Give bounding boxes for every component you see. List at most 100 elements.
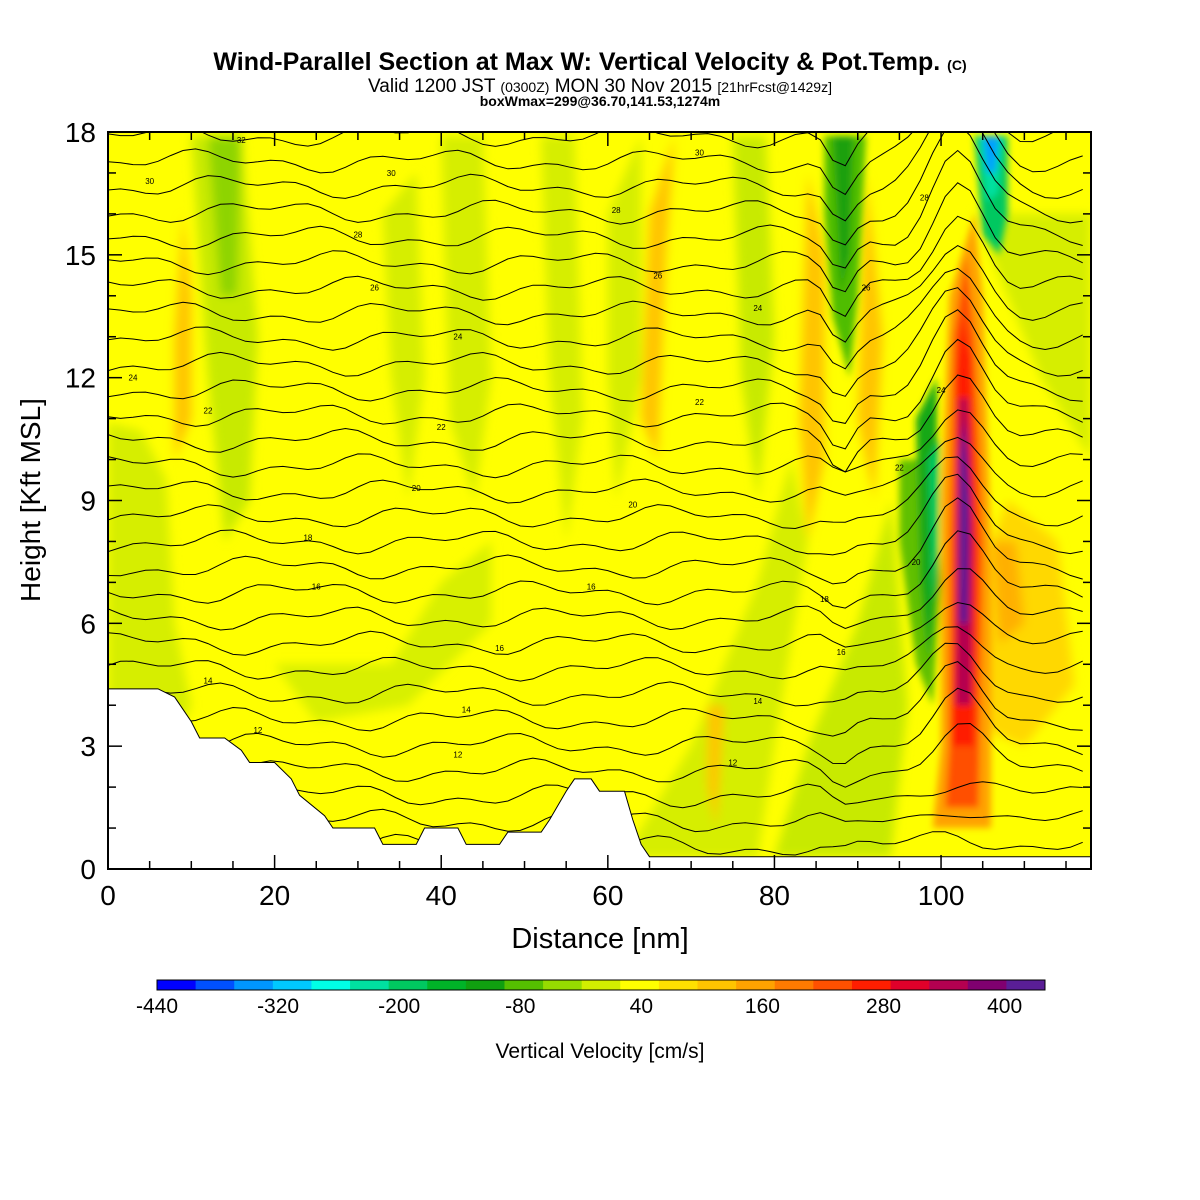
colorbar (156, 979, 1046, 991)
y-tick-label: 15 (65, 240, 96, 271)
y-axis-label: Height [Kft MSL] (15, 398, 46, 602)
colorbar-swatch (697, 980, 737, 990)
contour-label: 20 (912, 558, 921, 567)
axis-ticks (107, 131, 1091, 870)
theta-contour (108, 182, 1083, 293)
contour-label: 22 (695, 398, 704, 407)
theta-contour (108, 497, 1083, 585)
theta-contour (108, 601, 1083, 656)
contour-label: 12 (728, 759, 737, 768)
contour-label: 12 (453, 750, 462, 759)
contour-label: 16 (837, 648, 846, 657)
colorbar-swatch (813, 980, 853, 990)
contour-label: 16 (495, 644, 504, 653)
theta-contour (108, 473, 1083, 556)
colorbar-tick-label: 280 (866, 995, 901, 1018)
contour-label: 24 (129, 374, 138, 383)
contour-label: 28 (353, 230, 362, 239)
colorbar-swatch (543, 980, 583, 990)
field-weak-sink (191, 136, 258, 542)
field-weak-sink (274, 541, 492, 722)
theta-contour (108, 374, 1083, 473)
theta-contour (108, 132, 1083, 222)
contour-label: 20 (628, 501, 637, 510)
y-tick-label: 0 (80, 854, 96, 885)
field-weak-rise (707, 705, 725, 829)
theta-contour (108, 661, 1083, 737)
field-downdraft (982, 136, 1000, 173)
colorbar-swatch (195, 980, 235, 990)
contour-label: 26 (653, 271, 662, 280)
colorbar-swatch (736, 980, 776, 990)
theta-contour (108, 530, 1083, 609)
x-tick-label: 100 (918, 880, 965, 911)
colorbar-swatch (504, 980, 544, 990)
contour-label: 20 (412, 484, 421, 493)
contour-label: 16 (587, 582, 596, 591)
colorbar-tick-label: 160 (745, 995, 780, 1018)
x-axis-label: Distance [nm] (511, 923, 688, 955)
colorbar-tick-label: 40 (630, 995, 653, 1018)
y-tick-label: 9 (80, 486, 96, 517)
colorbar-tick-label: 400 (987, 995, 1022, 1018)
potential-temperature-contours: 12 12 12 14 14 14 16 16 16 16 18 18 20 20 20 22 22 22 22 24… (108, 132, 1083, 859)
contour-label: 12 (253, 726, 262, 735)
theta-contour (108, 338, 1083, 450)
contour-label: 14 (462, 705, 471, 714)
contour-label: 14 (753, 697, 762, 706)
colorbar-tick-label: -200 (378, 995, 420, 1018)
y-tick-label: 3 (80, 731, 96, 762)
colorbar-swatch (658, 980, 698, 990)
contour-label: 24 (453, 333, 462, 342)
theta-contour (108, 626, 1083, 682)
colorbar-swatch (851, 980, 891, 990)
colorbar-swatch (465, 980, 505, 990)
contour-label: 18 (820, 595, 829, 604)
colorbar-frame (156, 979, 1046, 991)
theta-contour (108, 132, 1083, 196)
field-weak-sink (607, 136, 642, 501)
field-weak-sink (974, 213, 1091, 460)
field-weak-rise (991, 541, 1025, 644)
contour-label: 30 (145, 177, 154, 186)
theta-contour (108, 132, 1055, 167)
contour-label: 24 (753, 304, 762, 313)
field-weak-sink (732, 136, 775, 501)
field-updraft (959, 418, 970, 624)
field-weak-sink (624, 459, 808, 857)
contour-label: 28 (612, 206, 621, 215)
field-weak-sink (441, 136, 492, 501)
theta-contour (108, 215, 1083, 317)
theta-contour (108, 409, 1083, 479)
colorbar-swatch (929, 980, 969, 990)
colorbar-swatch (620, 980, 660, 990)
contour-label: 24 (937, 386, 946, 395)
colorbar-swatch (967, 980, 1007, 990)
field-weak-sink (541, 136, 583, 542)
contour-label: 30 (387, 169, 396, 178)
colorbar-swatch (272, 980, 312, 990)
colorbar-swatch (427, 980, 467, 990)
colorbar-swatch (311, 980, 351, 990)
contour-label: 22 (895, 464, 904, 473)
field-downdraft (832, 136, 854, 296)
vertical-velocity-field (108, 132, 1091, 869)
contour-label: 18 (303, 533, 312, 542)
theta-contour (108, 245, 1083, 343)
field-downdraft (928, 439, 940, 603)
colorbar-swatch (890, 980, 930, 990)
y-tick-label: 6 (80, 608, 96, 639)
theta-contour (108, 456, 1083, 530)
field-downdraft (916, 377, 937, 665)
theta-contour (108, 149, 1083, 269)
theta-contour (108, 436, 1083, 504)
theta-contour (108, 132, 1083, 246)
x-tick-labels: 0 20 40 60 80 100 (100, 880, 964, 911)
field-weak-sink (774, 500, 908, 857)
theta-contour (108, 568, 1083, 631)
contour-label: 30 (695, 148, 704, 157)
field-weak-rise (641, 136, 675, 460)
colorbar-tick-label: -80 (505, 995, 535, 1018)
x-tick-label: 40 (426, 880, 457, 911)
contour-label: 16 (312, 582, 321, 591)
